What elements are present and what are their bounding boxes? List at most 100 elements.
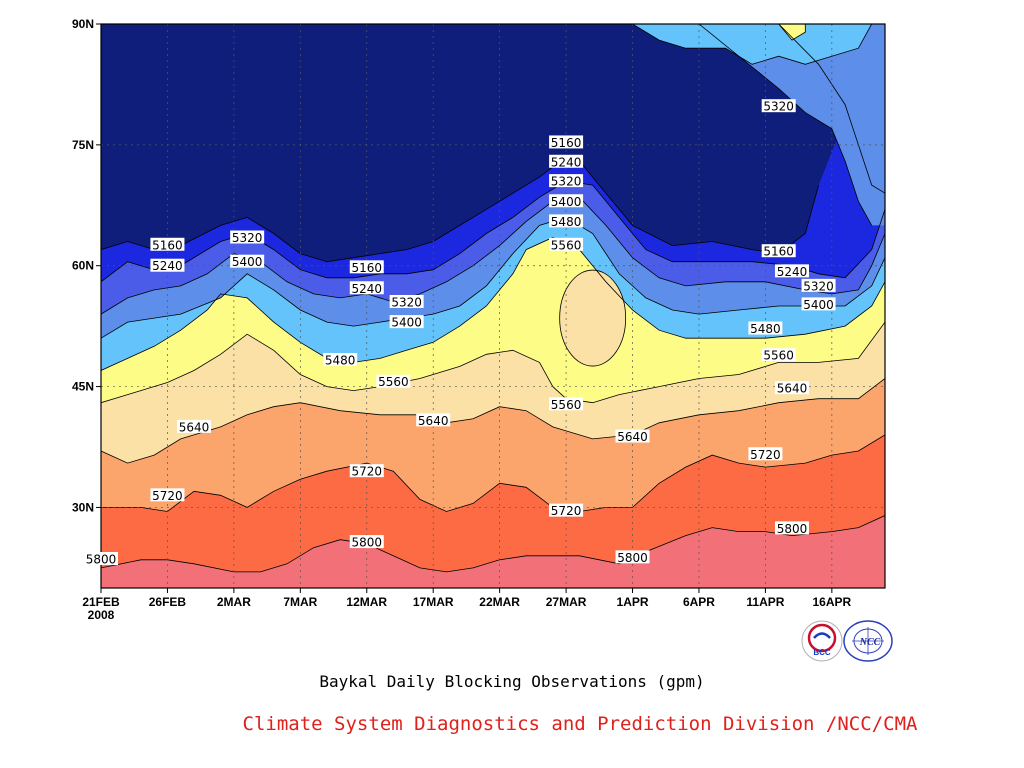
contour-label-5800: 5800 bbox=[84, 551, 118, 566]
svg-text:5480: 5480 bbox=[325, 353, 356, 367]
y-tick-label: 30N bbox=[72, 500, 94, 514]
contour-label-5480: 5480 bbox=[748, 321, 783, 336]
x-tick-label: 6APR bbox=[683, 595, 715, 609]
svg-text:5800: 5800 bbox=[351, 536, 382, 550]
contour-label-5400: 5400 bbox=[389, 315, 424, 330]
contour-label-5400: 5400 bbox=[230, 254, 265, 269]
contour-label-5560: 5560 bbox=[549, 237, 584, 252]
x-tick-label: 27MAR bbox=[546, 595, 587, 609]
svg-text:5320: 5320 bbox=[551, 175, 582, 189]
x-tick-label: 16APR bbox=[813, 595, 852, 609]
contour-label-5400: 5400 bbox=[549, 194, 584, 209]
contour-label-5800: 5800 bbox=[774, 521, 809, 536]
contour-5720 bbox=[101, 434, 885, 512]
contour-label-5560: 5560 bbox=[549, 397, 584, 412]
contour-label-5640: 5640 bbox=[416, 413, 451, 428]
svg-text:5720: 5720 bbox=[750, 448, 781, 462]
svg-text:5560: 5560 bbox=[551, 398, 582, 412]
x-tick-label: 2MAR bbox=[217, 595, 251, 609]
contour-label-5640: 5640 bbox=[774, 381, 809, 396]
contour-5480 bbox=[778, 24, 806, 41]
contour-5320 bbox=[101, 196, 885, 315]
contour-label-5480: 5480 bbox=[549, 214, 584, 229]
tongue-band-5320 bbox=[699, 24, 885, 226]
color-bands bbox=[101, 24, 885, 588]
contour-lines bbox=[101, 24, 885, 573]
svg-text:5400: 5400 bbox=[803, 298, 834, 312]
svg-text:5240: 5240 bbox=[152, 259, 183, 273]
tongue-band-5400 bbox=[632, 24, 885, 65]
y-tick-label: 90N bbox=[72, 17, 94, 31]
contour-5640 bbox=[101, 378, 885, 464]
ncc-logo-text: NCC bbox=[859, 637, 881, 648]
contour-5400 bbox=[101, 216, 885, 339]
contour-label-5800: 5800 bbox=[615, 550, 650, 565]
band-below-5160 bbox=[101, 24, 884, 262]
contour-5560 bbox=[101, 321, 885, 404]
svg-text:5480: 5480 bbox=[551, 215, 582, 229]
ncc-logo: NCC bbox=[843, 620, 893, 662]
svg-text:5320: 5320 bbox=[391, 295, 422, 309]
svg-text:5240: 5240 bbox=[351, 282, 382, 296]
contour-label-5160: 5160 bbox=[761, 244, 796, 259]
svg-text:5560: 5560 bbox=[763, 349, 794, 363]
contour-label-5320: 5320 bbox=[230, 230, 265, 245]
svg-text:5240: 5240 bbox=[551, 155, 582, 169]
contour-label-5720: 5720 bbox=[549, 503, 584, 518]
bcc-logo-text: BCC bbox=[813, 648, 831, 657]
svg-text:5800: 5800 bbox=[617, 551, 648, 565]
contour-label-5640: 5640 bbox=[177, 419, 212, 434]
contour-label-5560: 5560 bbox=[761, 348, 796, 363]
contour-5240 bbox=[778, 24, 885, 194]
contour-5320 bbox=[698, 24, 873, 226]
x-tick-label: 1APR bbox=[617, 595, 649, 609]
contour-label-5720: 5720 bbox=[349, 464, 384, 479]
contour-label-5160: 5160 bbox=[150, 237, 185, 252]
svg-text:5320: 5320 bbox=[763, 100, 794, 114]
axes: 21FEB 26FEB 2MAR 7MAR 12MAR 17MAR 22MAR 27MAR 1A… bbox=[72, 17, 852, 622]
x-tick-label: 21FEB bbox=[82, 595, 120, 609]
plot-frame bbox=[100, 23, 886, 589]
x-tick-label: 26FEB bbox=[149, 595, 187, 609]
bcc-logo: BCC bbox=[801, 620, 843, 662]
svg-text:5400: 5400 bbox=[232, 255, 263, 269]
contour-label-5320: 5320 bbox=[549, 174, 584, 189]
credit-line: Climate System Diagnostics and Predictio… bbox=[242, 713, 918, 735]
svg-text:5480: 5480 bbox=[750, 322, 781, 336]
svg-text:5640: 5640 bbox=[418, 414, 449, 428]
contour-label-5720: 5720 bbox=[150, 488, 185, 503]
svg-text:5160: 5160 bbox=[763, 245, 794, 259]
contour-label-5640: 5640 bbox=[615, 429, 650, 444]
y-tick-label: 75N bbox=[72, 138, 94, 152]
x-tick-label: 17MAR bbox=[413, 595, 454, 609]
svg-text:5400: 5400 bbox=[551, 195, 582, 209]
y-tick-label: 60N bbox=[72, 259, 94, 273]
x-tick-label: 7MAR bbox=[283, 595, 317, 609]
y-tick-label: 45N bbox=[72, 380, 94, 394]
svg-text:5240: 5240 bbox=[777, 265, 808, 279]
contour-label-5320: 5320 bbox=[801, 278, 836, 293]
svg-text:5320: 5320 bbox=[232, 231, 263, 245]
contour-label-5240: 5240 bbox=[774, 264, 809, 279]
contour-label-5160: 5160 bbox=[549, 135, 584, 150]
chart-title: Baykal Daily Blocking Observations (gpm) bbox=[319, 672, 705, 691]
contour-label-5400: 5400 bbox=[801, 297, 836, 312]
contour-label-5240: 5240 bbox=[150, 258, 185, 273]
x-tick-label: 22MAR bbox=[479, 595, 520, 609]
contour-label-5800: 5800 bbox=[349, 535, 384, 550]
svg-text:5640: 5640 bbox=[179, 420, 210, 434]
svg-text:5720: 5720 bbox=[351, 465, 382, 479]
contour-label-5160: 5160 bbox=[349, 260, 384, 275]
svg-text:5320: 5320 bbox=[803, 279, 834, 293]
svg-text:5640: 5640 bbox=[617, 430, 648, 444]
svg-text:5160: 5160 bbox=[551, 136, 582, 150]
contour-label-5240: 5240 bbox=[549, 154, 584, 169]
svg-text:5800: 5800 bbox=[777, 522, 808, 536]
svg-text:5400: 5400 bbox=[391, 316, 422, 330]
contour-5160 bbox=[101, 156, 819, 263]
contour-5800 bbox=[101, 515, 885, 573]
high-5560-pocket bbox=[559, 269, 627, 367]
x-tick-label: 12MAR bbox=[346, 595, 387, 609]
